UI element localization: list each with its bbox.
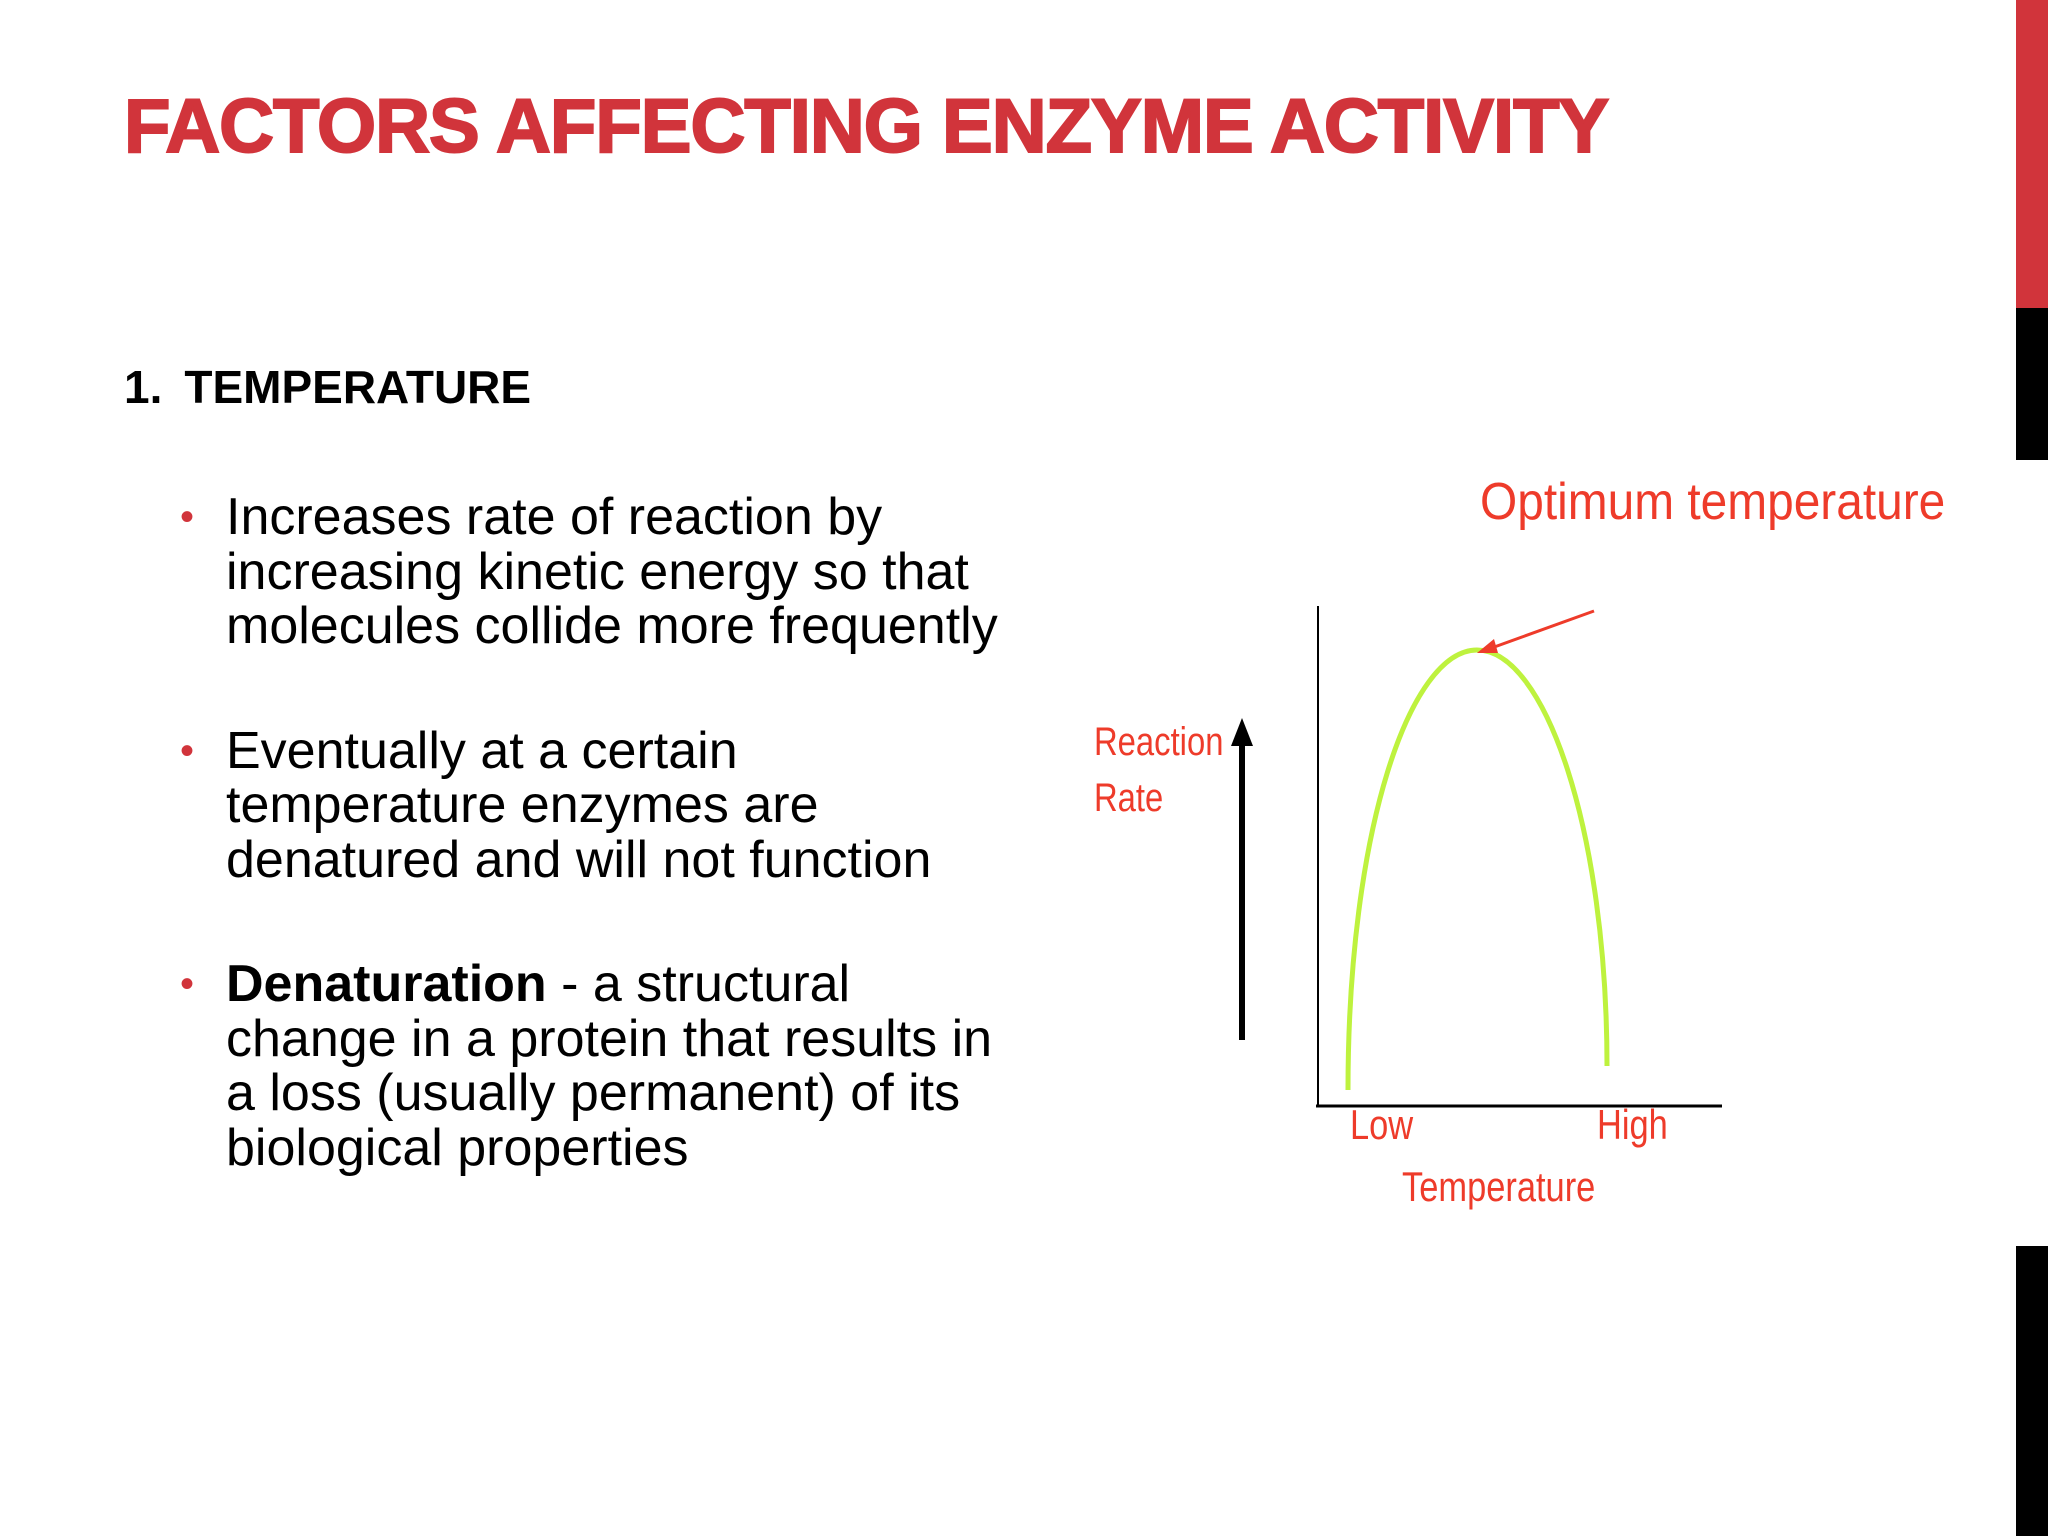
side-accent-bar-black-bottom: [2016, 1246, 2048, 1536]
bullet-text: Denaturation - a structural change in a …: [226, 955, 992, 1177]
temperature-diagram: Optimum temperature Reaction Rate Low Hi…: [1080, 470, 2020, 1230]
bullet-text: Increases rate of reaction by increasing…: [226, 488, 998, 655]
optimum-temperature-label: Optimum temperature: [1480, 473, 1946, 531]
bullet-definition: - a structural change in a protein that …: [226, 955, 993, 1177]
bullet-item: • Increases rate of reaction by increasi…: [180, 490, 1000, 654]
diagram-graphic: [1231, 606, 1722, 1108]
y-axis-label-line-2: Rate: [1094, 776, 1164, 820]
bullet-term: Denaturation: [226, 955, 547, 1013]
bullet-item: • Denaturation - a structural change in …: [180, 957, 1000, 1175]
x-tick-high: High: [1597, 1101, 1668, 1148]
y-axis-label-line-1: Reaction: [1094, 720, 1224, 764]
side-accent-bar-red: [2016, 0, 2048, 308]
bullet-list: • Increases rate of reaction by increasi…: [180, 490, 1000, 1245]
section-heading: 1. TEMPERATURE: [124, 360, 531, 414]
bullet-marker: •: [180, 728, 195, 773]
bullet-text: Eventually at a certain temperature enzy…: [226, 721, 932, 889]
section-heading-text: TEMPERATURE: [184, 361, 532, 413]
bullet-item: • Eventually at a certain temperature en…: [180, 721, 1000, 889]
optimum-arrowhead: [1477, 639, 1498, 653]
section-number: 1.: [124, 361, 163, 413]
optimum-arrow-shaft: [1485, 609, 1595, 652]
x-tick-low: Low: [1350, 1101, 1414, 1148]
bullet-marker: •: [180, 962, 195, 1006]
y-direction-arrowhead: [1231, 718, 1253, 746]
rate-curve: [1345, 647, 1610, 1091]
side-accent-bar-black-top: [2016, 308, 2048, 460]
slide-title: FACTORS AFFECTING ENZYME ACTIVITY: [123, 83, 1610, 170]
x-axis-label: Temperature: [1402, 1163, 1596, 1210]
y-axis-label: Reaction Rate: [1094, 714, 1223, 826]
bullet-marker: •: [180, 495, 195, 539]
